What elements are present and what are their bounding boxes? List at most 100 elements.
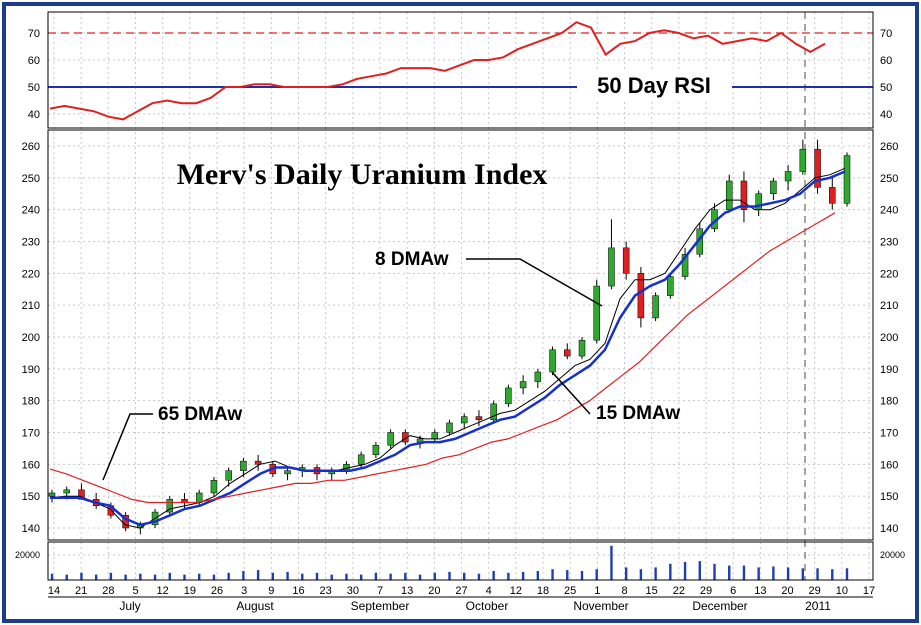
volume-bar xyxy=(212,574,216,580)
x-day-tick: 3 xyxy=(241,585,247,597)
price-tick-left: 260 xyxy=(22,141,40,153)
volume-bar xyxy=(124,574,127,580)
volume-panel xyxy=(50,545,849,580)
rsi-tick-right: 50 xyxy=(880,82,892,94)
x-day-tick: 25 xyxy=(564,585,576,597)
callout-8-dmaw: 8 DMAw xyxy=(375,249,449,270)
candle-up xyxy=(240,460,247,471)
price-tick-right: 200 xyxy=(880,332,898,344)
candle-up xyxy=(490,403,497,421)
x-day-tick: 20 xyxy=(428,585,440,597)
x-day-tick: 18 xyxy=(537,585,549,597)
callout-8-dmaw-pointer xyxy=(466,258,603,307)
candle-up xyxy=(210,480,218,494)
rsi-panel-border xyxy=(47,11,874,129)
volume-bar xyxy=(669,563,672,580)
price-tick-right: 150 xyxy=(880,491,898,503)
volume-bar xyxy=(286,571,289,580)
price-tick-left: 210 xyxy=(22,300,40,312)
x-day-tick: 12 xyxy=(510,585,522,597)
candle-up xyxy=(357,454,365,465)
ma-15-line xyxy=(50,170,846,527)
candle-up xyxy=(799,148,807,172)
volume-bar xyxy=(242,571,245,580)
gridlines xyxy=(48,12,873,580)
volume-bar xyxy=(80,572,83,580)
volume-bar xyxy=(566,570,569,580)
candle-up xyxy=(166,499,174,513)
x-day-tick: 29 xyxy=(700,585,712,597)
ma-65-line xyxy=(49,212,836,504)
volume-bar xyxy=(359,574,363,580)
x-day-tick: 27 xyxy=(455,585,467,597)
rsi-tick-right: 70 xyxy=(880,28,892,40)
x-day-tick: 16 xyxy=(292,585,304,597)
candle-up xyxy=(593,285,600,341)
candle-up xyxy=(770,180,777,194)
volume-bar xyxy=(492,571,495,580)
volume-bar xyxy=(507,572,510,580)
volume-bar xyxy=(330,574,333,580)
volume-bar xyxy=(713,563,716,580)
x-month-label: December xyxy=(692,599,747,613)
price-tick-right: 230 xyxy=(880,237,898,249)
x-month-label: September xyxy=(351,599,410,613)
candle-up xyxy=(667,276,674,296)
volume-bar xyxy=(404,572,407,580)
volume-bar xyxy=(94,574,98,580)
volume-bar xyxy=(448,571,451,580)
candle-up xyxy=(519,381,527,389)
x-day-tick: 1 xyxy=(594,585,600,597)
callout-15-dmaw: 15 DMAw xyxy=(596,403,680,424)
candle-up xyxy=(284,470,291,475)
volume-panel-border xyxy=(47,541,874,581)
volume-bar xyxy=(477,573,481,580)
candle-down xyxy=(564,349,571,357)
price-tick-left: 160 xyxy=(22,459,40,471)
x-month-label: November xyxy=(573,599,628,613)
candle-up xyxy=(549,349,556,373)
candle-down xyxy=(740,180,748,210)
volume-bar xyxy=(536,571,540,580)
price-tick-right: 180 xyxy=(880,396,898,408)
x-month-label: 2011 xyxy=(805,599,831,613)
price-tick-left: 170 xyxy=(22,428,40,440)
volume-bar xyxy=(845,568,849,580)
x-day-tick: 20 xyxy=(781,585,793,597)
volume-bar xyxy=(183,574,186,580)
volume-bar xyxy=(831,569,834,580)
volume-bar xyxy=(816,568,819,580)
volume-bar xyxy=(139,573,142,580)
candle-up xyxy=(534,371,542,382)
rsi-tick-left: 40 xyxy=(28,109,40,121)
price-tick-left: 190 xyxy=(22,364,40,376)
candle-down xyxy=(475,416,483,421)
callout-65-dmaw: 65 DMAw xyxy=(158,404,242,425)
price-tick-left: 200 xyxy=(22,332,40,344)
candle-up xyxy=(578,339,586,357)
price-panel-border xyxy=(47,129,874,541)
chart-title: Merv's Daily Uranium Index xyxy=(177,158,548,191)
x-day-tick: 5 xyxy=(132,585,138,597)
candle-up xyxy=(387,432,394,446)
rsi-tick-right: 60 xyxy=(880,55,892,67)
rsi-tick-right: 40 xyxy=(880,109,892,121)
candle-up xyxy=(843,155,851,204)
volume-bar xyxy=(654,567,657,580)
x-day-tick: 8 xyxy=(621,585,627,597)
price-tick-left: 240 xyxy=(22,205,40,217)
price-tick-right: 170 xyxy=(880,428,898,440)
price-tick-right: 210 xyxy=(880,300,898,312)
price-tick-left: 220 xyxy=(22,268,40,280)
price-tick-left: 180 xyxy=(22,396,40,408)
volume-bar xyxy=(610,545,613,580)
volume-bar xyxy=(227,572,230,580)
price-tick-right: 240 xyxy=(880,205,898,217)
price-tick-right: 260 xyxy=(880,141,898,153)
x-day-tick: 14 xyxy=(48,585,60,597)
x-day-tick: 23 xyxy=(320,585,332,597)
volume-bar xyxy=(153,574,157,580)
